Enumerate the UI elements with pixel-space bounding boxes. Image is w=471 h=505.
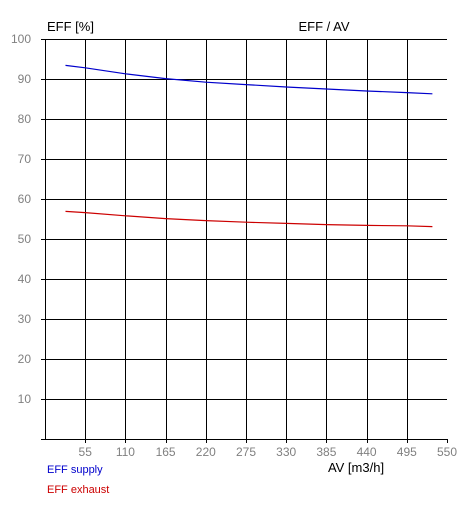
y-axis-label: EFF [%] (47, 19, 94, 34)
series-lines (65, 64, 433, 228)
y-tick-label: 60 (18, 192, 32, 206)
grid (45, 39, 447, 439)
y-tick-label: 20 (18, 352, 32, 366)
y-tick-label: 30 (18, 312, 32, 326)
x-tick-label: 110 (116, 445, 135, 459)
x-tick-label: 330 (276, 445, 296, 459)
x-tick-label: 495 (397, 445, 417, 459)
y-tick-label: 50 (18, 232, 32, 246)
y-tick-label: 70 (18, 152, 32, 166)
axes (41, 39, 448, 443)
y-tick-label: 90 (18, 72, 32, 86)
series-line-eff-exhaust (65, 210, 433, 228)
y-tick-label: 100 (11, 32, 31, 46)
x-tick-label: 385 (316, 445, 336, 459)
x-tick-label: 55 (79, 445, 93, 459)
x-tick-label: 440 (357, 445, 377, 459)
x-tick-label: 550 (437, 445, 457, 459)
tick-labels: 55 110 165 220 275 330 385 440 495 550 10 20 30 40 50 6… (11, 32, 457, 459)
x-axis-label: AV [m3/h] (328, 460, 384, 475)
chart-title: EFF / AV (298, 19, 349, 34)
x-tick-label: 220 (196, 445, 216, 459)
legend-item-supply: EFF supply (47, 464, 103, 476)
series-line-eff-supply (65, 64, 433, 95)
legend-item-exhaust: EFF exhaust (47, 484, 110, 496)
x-tick-label: 275 (236, 445, 256, 459)
y-tick-label: 80 (18, 112, 32, 126)
x-tick-label: 165 (156, 445, 176, 459)
y-tick-label: 10 (18, 392, 32, 406)
y-tick-label: 40 (18, 272, 32, 286)
